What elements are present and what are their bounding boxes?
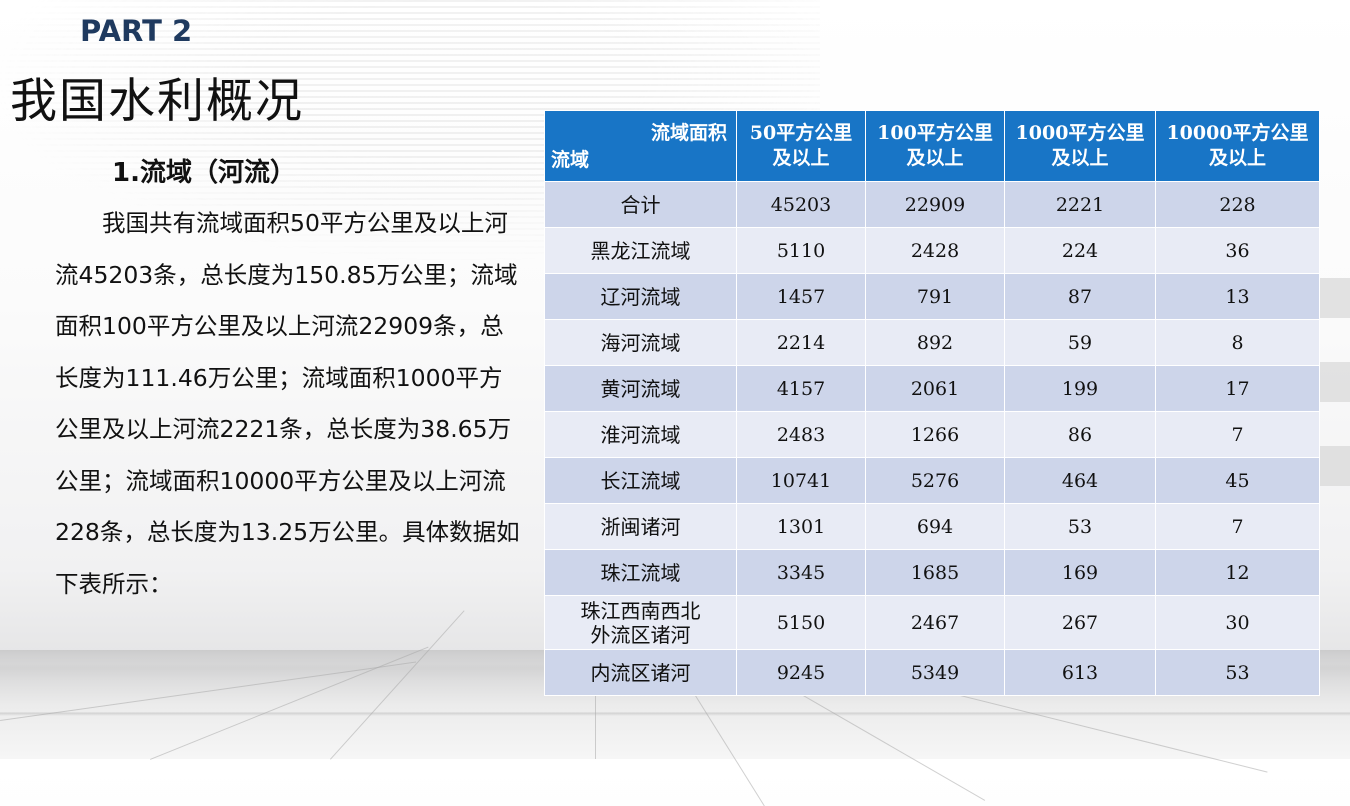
table-row: 淮河流域 2483 1266 86 7	[544, 411, 1320, 458]
value-100: 5349	[865, 649, 1005, 696]
river-basin-table: 流域面积 流域 50平方公里 及以上 100平方公里 及以上 1000平方公里 及以上…	[544, 110, 1320, 696]
header-area-label: 流域面积	[650, 122, 727, 144]
table-row: 珠江西南西北 外流区诸河 5150 2467 267 30	[544, 595, 1320, 650]
table-header-row: 流域面积 流域 50平方公里 及以上 100平方公里 及以上 1000平方公里 及以上…	[544, 110, 1320, 182]
value-10000: 228	[1155, 181, 1320, 228]
value-50: 45203	[736, 181, 866, 228]
part-label: PART 2	[80, 14, 193, 48]
value-50: 5110	[736, 227, 866, 274]
value-50: 3345	[736, 549, 866, 596]
value-1000: 169	[1004, 549, 1156, 596]
basin-name: 辽河流域	[544, 273, 737, 320]
value-100: 694	[865, 503, 1005, 550]
value-100: 892	[865, 319, 1005, 366]
value-100: 2428	[865, 227, 1005, 274]
value-1000: 53	[1004, 503, 1156, 550]
value-100: 2467	[865, 595, 1005, 650]
basin-name: 黄河流域	[544, 365, 737, 412]
value-10000: 12	[1155, 549, 1320, 596]
table-row: 辽河流域 1457 791 87 13	[544, 273, 1320, 320]
header-corner-cell: 流域面积 流域	[544, 110, 737, 182]
value-10000: 8	[1155, 319, 1320, 366]
value-1000: 59	[1004, 319, 1156, 366]
basin-name: 内流区诸河	[544, 649, 737, 696]
table-row: 内流区诸河 9245 5349 613 53	[544, 649, 1320, 696]
value-10000: 13	[1155, 273, 1320, 320]
basin-name: 淮河流域	[544, 411, 737, 458]
value-50: 4157	[736, 365, 866, 412]
value-1000: 86	[1004, 411, 1156, 458]
header-basin-label: 流域	[551, 149, 590, 171]
value-100: 1685	[865, 549, 1005, 596]
value-100: 2061	[865, 365, 1005, 412]
value-10000: 7	[1155, 411, 1320, 458]
value-1000: 464	[1004, 457, 1156, 504]
table-row: 合计 45203 22909 2221 228	[544, 181, 1320, 228]
value-10000: 45	[1155, 457, 1320, 504]
value-50: 2483	[736, 411, 866, 458]
value-1000: 87	[1004, 273, 1156, 320]
value-10000: 17	[1155, 365, 1320, 412]
value-10000: 36	[1155, 227, 1320, 274]
basin-name: 合计	[544, 181, 737, 228]
value-10000: 53	[1155, 649, 1320, 696]
value-100: 5276	[865, 457, 1005, 504]
header-50: 50平方公里 及以上	[736, 110, 866, 182]
basin-name: 珠江流域	[544, 549, 737, 596]
header-10000: 10000平方公里 及以上	[1155, 110, 1320, 182]
value-50: 5150	[736, 595, 866, 650]
value-1000: 613	[1004, 649, 1156, 696]
value-100: 791	[865, 273, 1005, 320]
value-50: 9245	[736, 649, 866, 696]
basin-name: 黑龙江流域	[544, 227, 737, 274]
value-100: 22909	[865, 181, 1005, 228]
value-1000: 199	[1004, 365, 1156, 412]
basin-name: 浙闽诸河	[544, 503, 737, 550]
table-row: 珠江流域 3345 1685 169 12	[544, 549, 1320, 596]
basin-name: 海河流域	[544, 319, 737, 366]
table-row: 黑龙江流域 5110 2428 224 36	[544, 227, 1320, 274]
basin-name: 珠江西南西北 外流区诸河	[544, 595, 737, 650]
slide-title: 我国水利概况	[10, 74, 304, 129]
table-row: 浙闽诸河 1301 694 53 7	[544, 503, 1320, 550]
decorative-block	[1320, 362, 1350, 402]
table-row: 长江流域 10741 5276 464 45	[544, 457, 1320, 504]
decorative-block	[1320, 446, 1350, 486]
table-row: 黄河流域 4157 2061 199 17	[544, 365, 1320, 412]
value-50: 1301	[736, 503, 866, 550]
value-1000: 2221	[1004, 181, 1156, 228]
value-1000: 224	[1004, 227, 1156, 274]
basin-name: 长江流域	[544, 457, 737, 504]
header-1000: 1000平方公里 及以上	[1004, 110, 1156, 182]
header-100: 100平方公里 及以上	[865, 110, 1005, 182]
table-row: 海河流域 2214 892 59 8	[544, 319, 1320, 366]
body-paragraph: 我国共有流域面积50平方公里及以上河流45203条，总长度为150.85万公里；…	[55, 209, 520, 598]
value-10000: 30	[1155, 595, 1320, 650]
value-100: 1266	[865, 411, 1005, 458]
value-1000: 267	[1004, 595, 1156, 650]
value-50: 2214	[736, 319, 866, 366]
decorative-block	[1320, 278, 1350, 318]
value-50: 1457	[736, 273, 866, 320]
value-50: 10741	[736, 457, 866, 504]
value-10000: 7	[1155, 503, 1320, 550]
section-title: 1.流域（河流）	[112, 158, 296, 188]
